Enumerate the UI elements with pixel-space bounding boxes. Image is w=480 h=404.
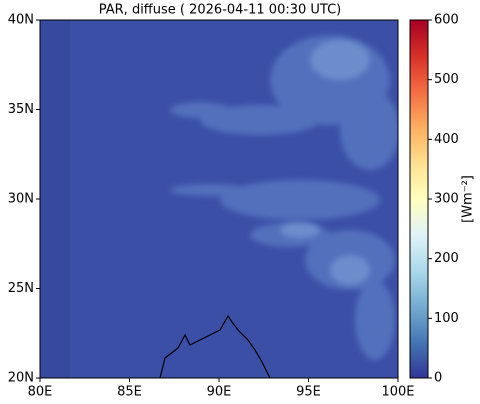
colorbar-label: [Wm⁻²] xyxy=(461,175,476,223)
x-tick-label: 85E xyxy=(117,385,142,400)
x-tick-label: 100E xyxy=(381,385,414,400)
y-tick-label: 25N xyxy=(8,281,34,296)
colorbar-tick-label: 400 xyxy=(434,132,459,147)
coastline xyxy=(159,314,271,378)
colorbar-tick-label: 100 xyxy=(434,311,459,326)
colorbar-tick-label: 600 xyxy=(434,13,459,28)
y-tick-label: 20N xyxy=(8,371,34,386)
colorbar-tick-label: 300 xyxy=(434,192,459,207)
colorbar xyxy=(409,19,429,379)
x-tick-label: 95E xyxy=(296,385,321,400)
y-tick-label: 30N xyxy=(8,192,34,207)
x-tick-label: 90E xyxy=(207,385,232,400)
colorbar-tick-label: 200 xyxy=(434,251,459,266)
y-tick-label: 35N xyxy=(8,102,34,117)
colorbar-tick-label: 500 xyxy=(434,72,459,87)
y-tick-label: 40N xyxy=(8,13,34,28)
map-field xyxy=(40,20,398,378)
colorbar-tick-label: 0 xyxy=(434,371,442,386)
x-tick-label: 80E xyxy=(28,385,53,400)
chart-title: PAR, diffuse ( 2026-04-11 00:30 UTC) xyxy=(99,3,342,18)
